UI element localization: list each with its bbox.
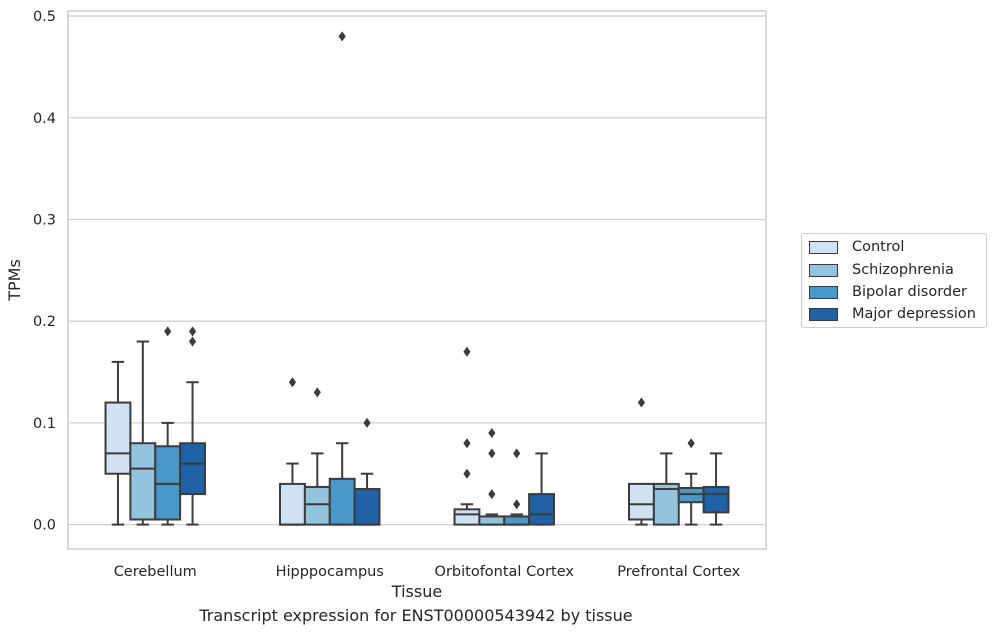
y-tick-label-1: 0.1	[33, 416, 56, 432]
box	[328, 477, 356, 526]
box	[179, 442, 206, 496]
y-tick-label-4: 0.4	[33, 111, 56, 127]
box	[503, 515, 531, 526]
outlier-point	[513, 499, 521, 510]
box	[478, 515, 506, 526]
box	[129, 442, 157, 521]
legend-label-major-depression: Major depression	[852, 306, 976, 322]
box	[702, 485, 730, 514]
x-tick-label-2: Orbitofontal Cortex	[435, 564, 575, 580]
outlier-point	[188, 326, 197, 337]
x-tick-label-0: Cerebellum	[114, 564, 197, 580]
legend-item-major-depression: Major depression	[809, 303, 976, 325]
legend-item-schizophrenia: Schizophrenia	[809, 259, 954, 281]
y-tick-label-5: 0.5	[33, 9, 56, 25]
box	[104, 401, 132, 475]
box	[154, 445, 182, 521]
y-tick-label-0: 0.0	[33, 518, 56, 534]
outlier-point	[363, 417, 371, 428]
outlier-point	[687, 438, 695, 449]
legend: Control Schizophrenia Bipolar disorder M…	[801, 233, 987, 328]
box	[279, 482, 306, 526]
outlier-point	[637, 397, 646, 408]
legend-label-bipolar: Bipolar disorder	[852, 284, 967, 300]
outlier-point	[488, 428, 496, 439]
legend-swatch-schizophrenia	[809, 263, 838, 277]
outlier-point	[463, 438, 471, 449]
outlier-point	[488, 489, 496, 500]
box	[652, 482, 680, 526]
box	[303, 485, 331, 526]
y-tick-label-3: 0.3	[33, 212, 56, 228]
box	[628, 482, 655, 521]
legend-item-bipolar: Bipolar disorder	[809, 281, 967, 303]
legend-swatch-bipolar	[809, 285, 838, 299]
x-tick-label-1: Hipppocampus	[276, 564, 384, 580]
box	[528, 493, 555, 526]
outlier-point	[338, 31, 346, 42]
legend-label-schizophrenia: Schizophrenia	[852, 262, 954, 278]
figure-caption: Transcript expression for ENST0000054394…	[199, 606, 633, 625]
outlier-point	[488, 448, 496, 459]
outlier-point	[164, 326, 172, 337]
outlier-point	[188, 336, 197, 347]
box	[353, 487, 381, 526]
legend-label-control: Control	[852, 239, 905, 255]
legend-swatch-major-depression	[809, 307, 838, 321]
legend-swatch-control	[809, 240, 838, 254]
legend-item-control: Control	[809, 236, 904, 258]
outlier-point	[463, 468, 471, 479]
outlier-point	[288, 377, 297, 388]
y-tick-label-2: 0.2	[33, 314, 56, 330]
plot-frame	[67, 10, 767, 550]
box	[677, 486, 705, 504]
x-tick-label-3: Prefrontal Cortex	[617, 564, 740, 580]
x-axis-label: Tissue	[391, 582, 442, 601]
outlier-point	[513, 448, 521, 459]
outlier-point	[463, 346, 471, 357]
box	[453, 508, 481, 526]
outlier-point	[313, 387, 321, 398]
y-axis-label: TPMs	[5, 259, 24, 302]
